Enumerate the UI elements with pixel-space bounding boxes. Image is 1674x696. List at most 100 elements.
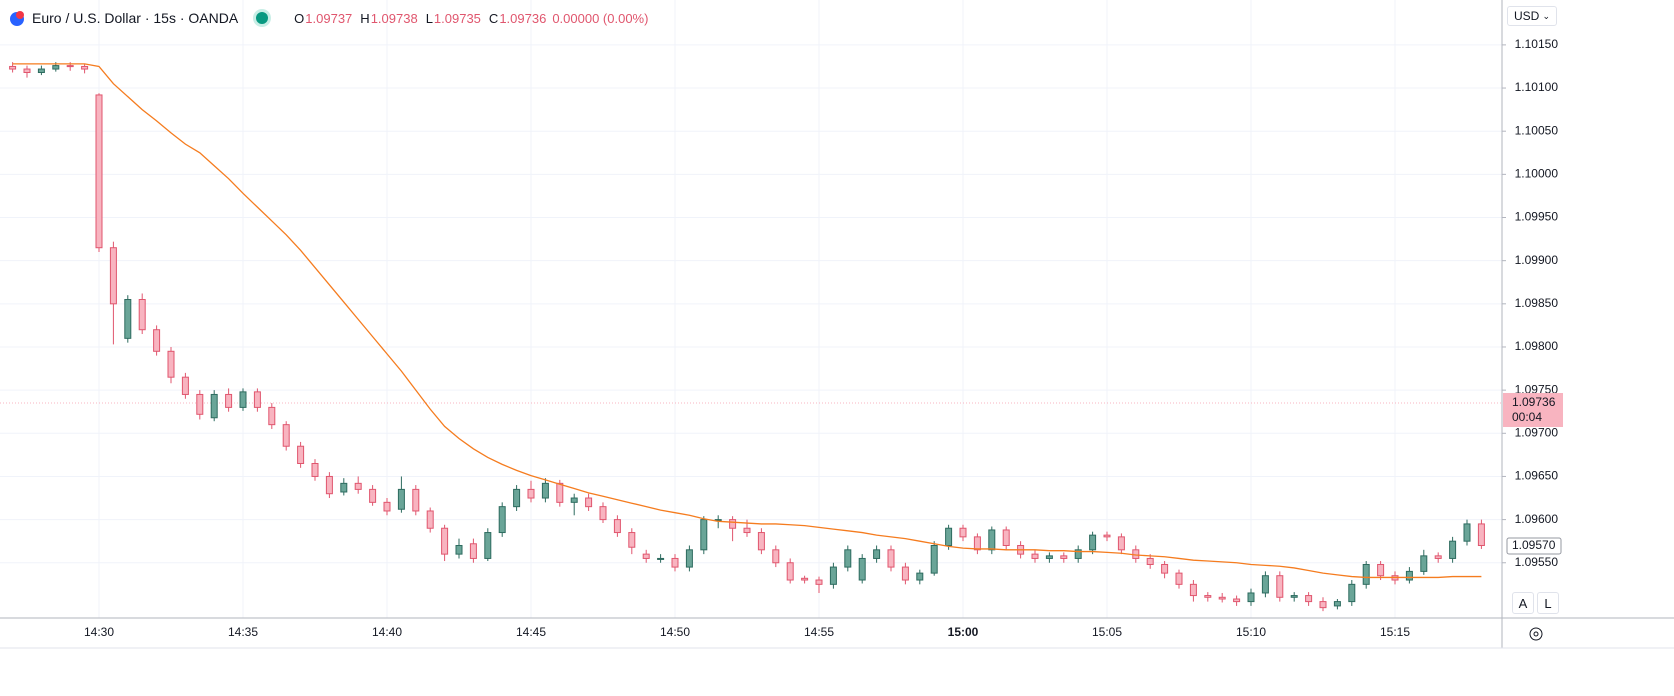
- candle-body: [253, 391, 261, 408]
- candle-body: [988, 529, 996, 551]
- candle-body: [369, 488, 377, 503]
- candle-body: [469, 543, 477, 559]
- candle-body: [498, 506, 506, 534]
- candle-body: [210, 393, 218, 419]
- candle-body: [1002, 529, 1010, 546]
- last-tag-value: 1.09570: [1512, 538, 1556, 552]
- candle-body: [1405, 570, 1413, 581]
- candle-body: [945, 527, 953, 546]
- candle-body: [1045, 555, 1053, 559]
- candle-body: [196, 393, 204, 415]
- x-tick-label: 14:40: [372, 625, 402, 639]
- y-tick-label: 1.10150: [1515, 37, 1559, 51]
- auto-button[interactable]: A: [1512, 592, 1534, 614]
- market-status: [256, 12, 269, 24]
- candle-body: [23, 68, 31, 74]
- candle-body: [685, 549, 693, 568]
- candle-body: [340, 482, 348, 493]
- candle-body: [1290, 595, 1298, 598]
- candle-body: [52, 65, 60, 70]
- candle-body: [844, 549, 852, 568]
- candle-body: [613, 519, 621, 534]
- candle-body: [570, 497, 578, 503]
- candle-body: [268, 406, 276, 426]
- log-button[interactable]: L: [1537, 592, 1559, 614]
- candle-body: [1175, 572, 1183, 585]
- candle-body: [225, 393, 233, 408]
- candle-body: [325, 475, 333, 495]
- y-tick-label: 1.09700: [1515, 425, 1559, 439]
- candle-body: [81, 65, 89, 70]
- candle-body: [1189, 583, 1197, 597]
- candle-body: [772, 549, 780, 564]
- candle-body: [1449, 540, 1457, 559]
- legend-key: O: [294, 10, 305, 26]
- y-tick-label: 1.09850: [1515, 296, 1559, 310]
- candle-body: [930, 544, 938, 574]
- legend-value: 1.09735: [433, 10, 481, 26]
- candle-body: [642, 553, 650, 559]
- y-tick-label: 1.10000: [1515, 167, 1559, 181]
- candle-body: [455, 544, 463, 555]
- candle-body: [671, 557, 679, 568]
- candle-body: [1319, 601, 1327, 609]
- candle-body: [1233, 598, 1241, 603]
- symbol-title: Euro / U.S. Dollar · 15s · OANDA: [32, 10, 239, 26]
- y-tick-label: 1.09950: [1515, 210, 1559, 224]
- candle-body: [873, 549, 881, 559]
- last-tag: [1506, 537, 1562, 555]
- candle-body: [801, 577, 809, 581]
- currency: USD: [1514, 9, 1540, 23]
- x-tick-label: 14:30: [84, 625, 114, 639]
- candle-body: [412, 488, 420, 512]
- candle-body: [1477, 523, 1485, 546]
- y-tick-label: 1.10050: [1515, 123, 1559, 137]
- candle-body: [426, 510, 434, 529]
- candle-body: [181, 376, 189, 395]
- candle-body: [1031, 553, 1039, 559]
- candle-body: [1261, 575, 1269, 594]
- candle-body: [743, 527, 751, 534]
- candle-body: [282, 424, 290, 447]
- x-tick-label: 15:15: [1380, 625, 1410, 639]
- candle-body: [1276, 575, 1284, 598]
- candle-body: [354, 482, 362, 490]
- x-tick-label: 14:50: [660, 625, 690, 639]
- candle-body: [585, 497, 593, 508]
- candle-body: [484, 532, 492, 559]
- symbol-icon: [10, 11, 24, 26]
- candle-body: [167, 350, 175, 378]
- candle-body: [441, 527, 449, 555]
- candle-body: [901, 566, 909, 581]
- candle-body: [815, 579, 823, 585]
- candle-body: [1218, 596, 1226, 600]
- legend-value: 1.09737: [305, 10, 353, 26]
- candle-body: [9, 65, 17, 70]
- legend-key: L: [425, 10, 433, 26]
- y-tick-label: 1.10100: [1515, 80, 1559, 94]
- candle-body: [1434, 555, 1442, 559]
- currency-select[interactable]: USD ⌄: [1507, 6, 1557, 26]
- candle-body: [1362, 563, 1370, 585]
- candle-body: [829, 566, 837, 585]
- candle-body: [757, 532, 765, 551]
- candle-body: [513, 488, 521, 508]
- settings-icon-inner: [1533, 631, 1539, 637]
- candle-body: [887, 549, 895, 568]
- candle-body: [729, 519, 737, 529]
- legend-bar: Euro / U.S. Dollar · 15s · OANDA O 1.0973…: [8, 8, 648, 28]
- candle-body: [1060, 555, 1068, 559]
- candle-body: [556, 482, 564, 503]
- candle-body: [138, 299, 146, 331]
- price-tag-value: 1.09736: [1512, 395, 1556, 409]
- candle-body: [1074, 549, 1082, 559]
- candle-body: [311, 463, 319, 477]
- candle-body: [239, 391, 247, 408]
- x-tick-label: 14:45: [516, 625, 546, 639]
- candle-body: [858, 557, 866, 581]
- candle-body: [95, 94, 103, 249]
- y-tick-label: 1.09600: [1515, 512, 1559, 526]
- x-tick-label: 14:35: [228, 625, 258, 639]
- y-tick-label: 1.09900: [1515, 253, 1559, 267]
